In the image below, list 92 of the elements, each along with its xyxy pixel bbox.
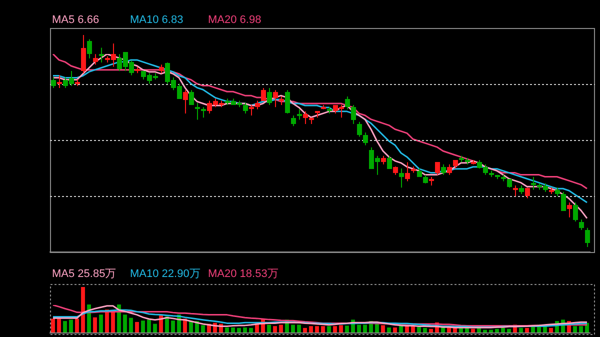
text: MA5 6.66 (52, 14, 100, 27)
candlestick (297, 108, 302, 120)
candlestick (363, 132, 368, 146)
candlestick (267, 88, 272, 106)
bar (525, 328, 529, 333)
bar (339, 325, 343, 333)
candlestick (525, 187, 530, 199)
candlestick (189, 90, 194, 106)
bar (135, 322, 139, 333)
candlestick (99, 47, 104, 64)
bar (417, 327, 421, 333)
candlestick (51, 76, 56, 88)
bar (279, 324, 283, 333)
bar (81, 287, 85, 333)
text: MA5 25.85万 (52, 268, 118, 281)
candlestick (285, 90, 290, 114)
candlestick (531, 176, 536, 190)
bar (519, 328, 523, 333)
bar (267, 324, 271, 333)
candlestick (405, 162, 410, 182)
candlestick (351, 104, 356, 125)
bar (93, 317, 97, 333)
bar (549, 328, 553, 333)
bar (147, 320, 151, 333)
candlestick (399, 168, 404, 188)
candlestick (93, 54, 98, 66)
bar (297, 324, 301, 333)
candlestick (387, 155, 392, 170)
candlestick (585, 227, 590, 248)
text: MA20 18.53万 (208, 268, 280, 281)
bar (321, 326, 325, 333)
bar (327, 326, 331, 333)
bar (231, 327, 235, 333)
candlestick (567, 202, 572, 218)
text: MA10 6.83 (130, 14, 184, 27)
bar (99, 314, 103, 333)
candlestick (357, 121, 362, 138)
candlestick (441, 164, 446, 176)
candlestick (447, 164, 452, 176)
text: MA10 22.90万 (130, 268, 202, 281)
bar (363, 324, 367, 333)
bar (63, 321, 67, 333)
bar (393, 327, 397, 333)
candlestick (291, 115, 296, 127)
bar (579, 326, 583, 333)
bar (315, 326, 319, 333)
candlestick (273, 90, 278, 108)
candlestick (195, 102, 200, 120)
candlestick (261, 88, 266, 102)
bar (333, 326, 337, 333)
candlestick (579, 218, 584, 231)
bar (501, 328, 505, 333)
bar (345, 326, 349, 333)
bar (111, 311, 115, 333)
bar (423, 328, 427, 333)
candlestick (243, 102, 248, 114)
bar (129, 318, 133, 333)
bar (381, 325, 385, 333)
candlestick (435, 162, 440, 176)
candlestick (201, 106, 206, 118)
bar (141, 320, 145, 333)
bar (237, 328, 241, 333)
bar (309, 326, 313, 333)
bar (201, 325, 205, 333)
bar (75, 318, 79, 333)
bar (387, 327, 391, 333)
text: MA20 6.98 (208, 14, 262, 27)
bar (153, 324, 157, 333)
bar (291, 324, 295, 333)
candlestick (561, 191, 566, 212)
bar (273, 326, 277, 333)
candlestick (81, 34, 86, 74)
bar (171, 320, 175, 333)
bar (573, 326, 577, 333)
candlestick (345, 96, 350, 110)
bar (225, 327, 229, 333)
bar (243, 327, 247, 333)
bar (123, 314, 127, 333)
bar (69, 320, 73, 333)
candlestick (57, 74, 62, 88)
candlestick (87, 38, 92, 59)
bar (51, 318, 55, 333)
bar (357, 324, 361, 333)
bar (303, 328, 307, 333)
candlestick (513, 185, 518, 197)
candlestick (183, 90, 188, 114)
bar (57, 318, 61, 333)
bar (159, 316, 163, 333)
candlestick (573, 202, 578, 222)
bar (249, 328, 253, 333)
candlestick (303, 110, 308, 125)
candlestick (249, 104, 254, 116)
